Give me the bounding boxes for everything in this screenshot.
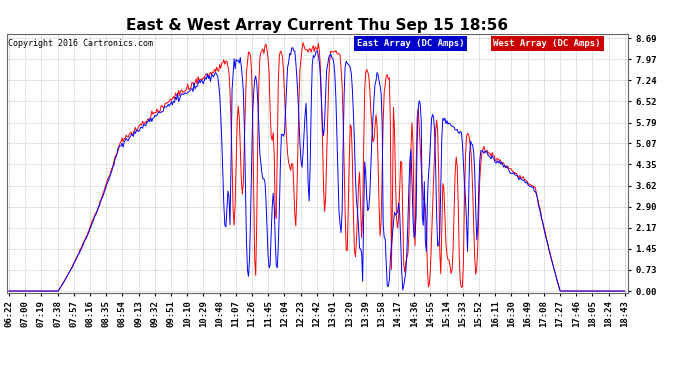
Title: East & West Array Current Thu Sep 15 18:56: East & West Array Current Thu Sep 15 18:… bbox=[126, 18, 509, 33]
Text: Copyright 2016 Cartronics.com: Copyright 2016 Cartronics.com bbox=[8, 39, 153, 48]
Text: East Array (DC Amps): East Array (DC Amps) bbox=[357, 39, 464, 48]
Text: West Array (DC Amps): West Array (DC Amps) bbox=[493, 39, 601, 48]
